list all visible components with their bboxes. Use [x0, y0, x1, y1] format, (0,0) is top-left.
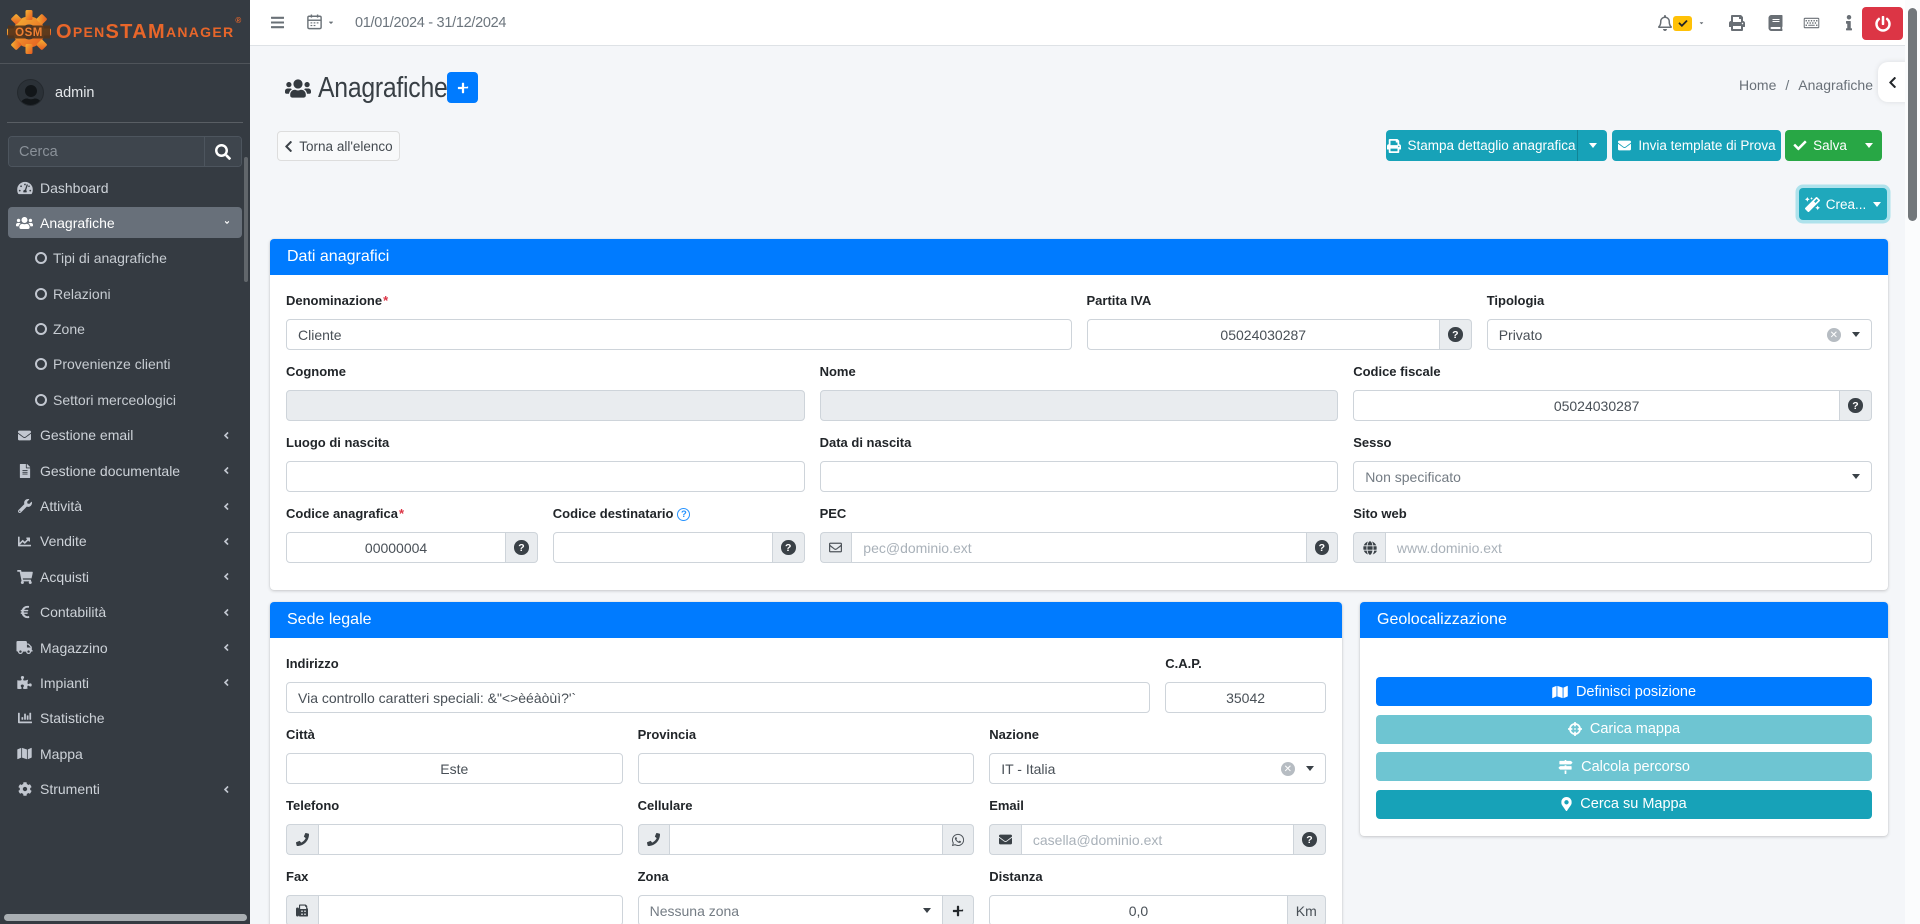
svg-text:OSM: OSM [15, 27, 43, 39]
